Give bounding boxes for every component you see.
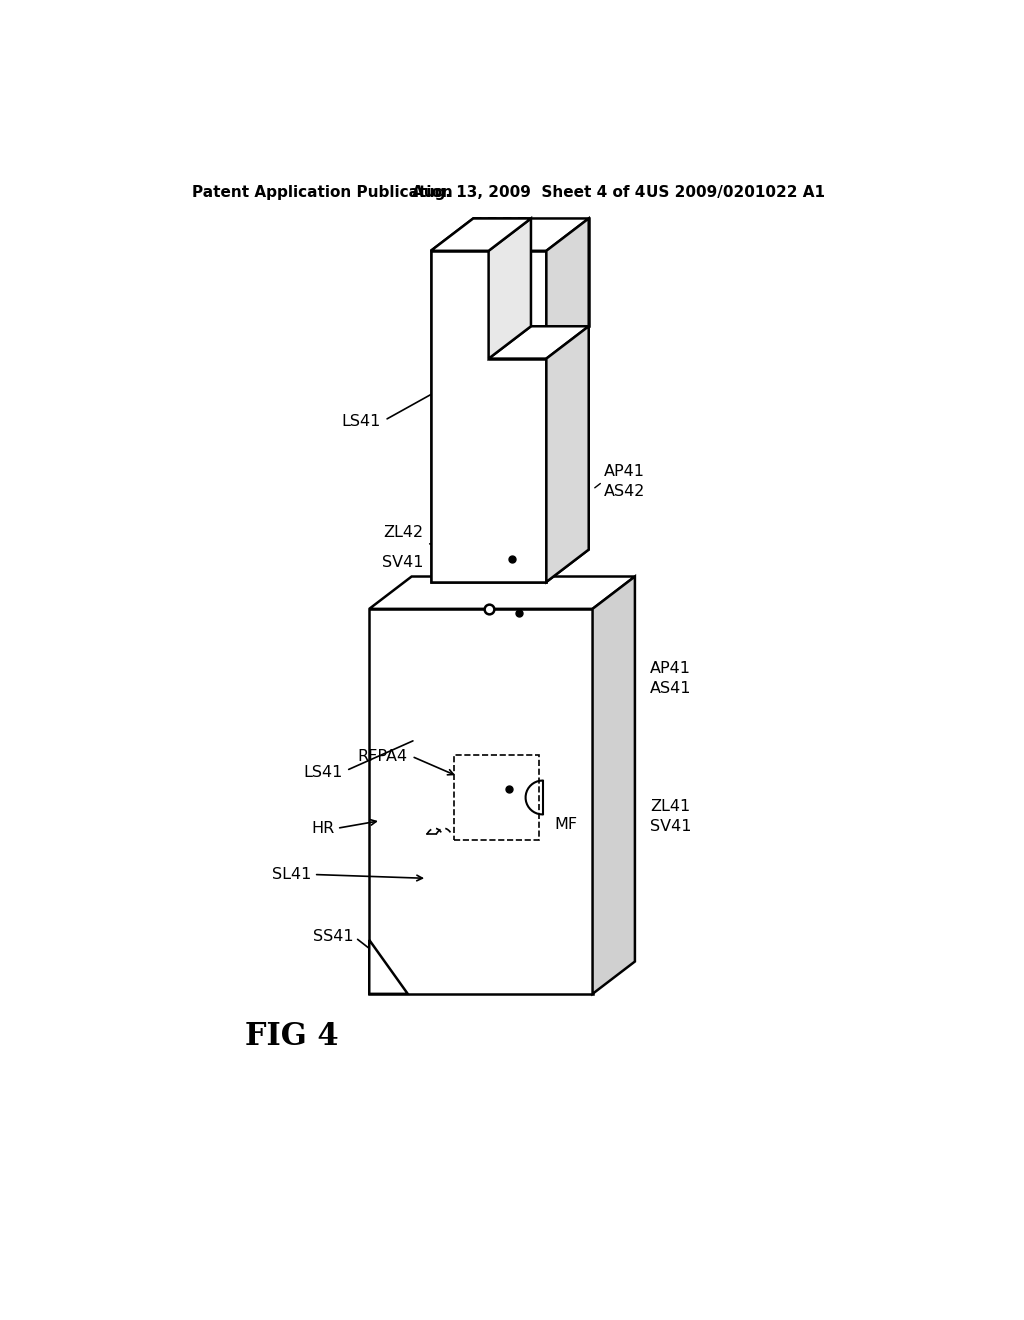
Text: ZL41
SV41: ZL41 SV41 <box>650 800 692 834</box>
Text: LS41: LS41 <box>303 764 342 780</box>
Text: MF: MF <box>554 817 578 832</box>
Text: Aug. 13, 2009  Sheet 4 of 4: Aug. 13, 2009 Sheet 4 of 4 <box>412 185 645 201</box>
Text: AP41
AS41: AP41 AS41 <box>650 661 692 696</box>
Polygon shape <box>431 218 589 251</box>
Polygon shape <box>370 940 408 994</box>
Polygon shape <box>454 755 539 840</box>
Text: ZL42: ZL42 <box>383 524 423 540</box>
Polygon shape <box>547 326 589 582</box>
Text: RFPA4: RFPA4 <box>357 748 408 764</box>
Polygon shape <box>431 251 547 582</box>
Text: AP41
AS42: AP41 AS42 <box>604 465 645 499</box>
Polygon shape <box>431 251 547 582</box>
Text: SV41: SV41 <box>382 554 423 570</box>
Text: HR: HR <box>311 821 335 836</box>
Text: US 2009/0201022 A1: US 2009/0201022 A1 <box>646 185 825 201</box>
Polygon shape <box>370 577 635 609</box>
Polygon shape <box>370 609 593 994</box>
Text: SS41: SS41 <box>313 928 354 944</box>
Polygon shape <box>488 326 589 359</box>
Polygon shape <box>488 218 531 359</box>
Polygon shape <box>593 577 635 994</box>
Polygon shape <box>547 218 589 582</box>
Polygon shape <box>431 218 531 251</box>
Text: SL41: SL41 <box>272 867 311 882</box>
Text: Patent Application Publication: Patent Application Publication <box>193 185 453 201</box>
Text: FIG 4: FIG 4 <box>245 1020 338 1052</box>
Text: LS41: LS41 <box>341 414 381 429</box>
